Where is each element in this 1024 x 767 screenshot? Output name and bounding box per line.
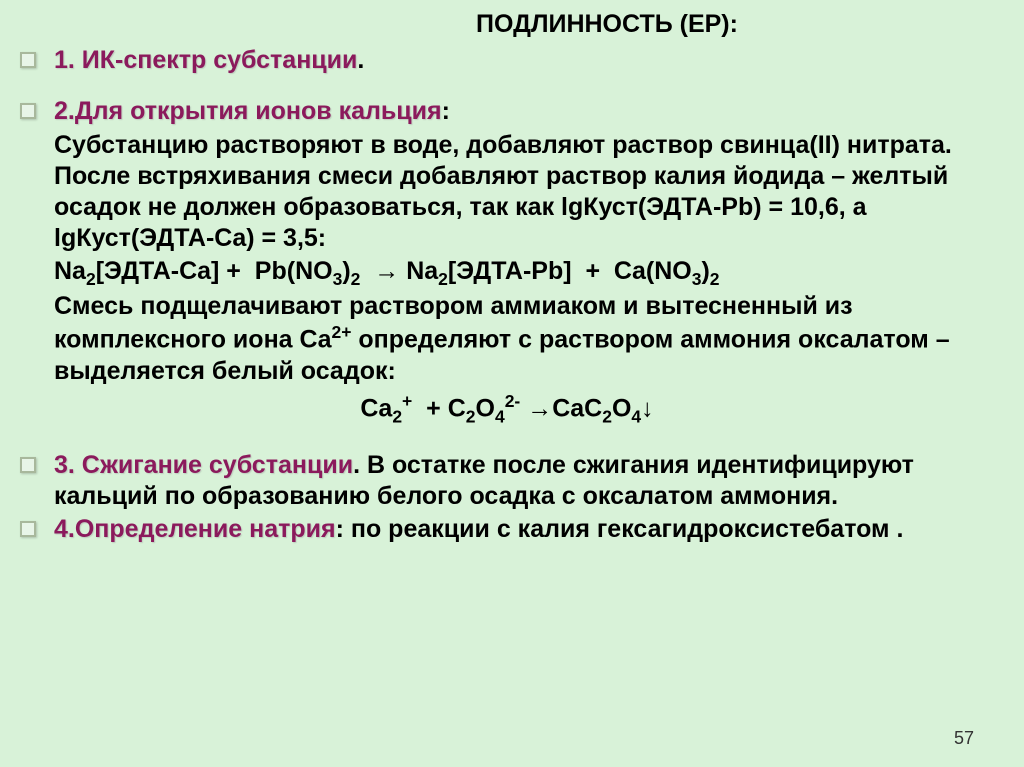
item1-heading: 1. ИК-спектр субстанции: [54, 46, 357, 74]
item2-para1: Субстанцию растворяют в воде, добавляют …: [54, 130, 994, 255]
list-item-1: 1. ИК-спектр субстанции.: [20, 45, 994, 76]
page-number: 57: [954, 728, 974, 749]
item2-para2: Смесь подщелачивают раствором аммиаком и…: [54, 291, 994, 387]
bullet-icon: [20, 103, 36, 119]
list-item-2: 2.Для открытия ионов кальция:: [20, 96, 994, 127]
bullet-icon: [20, 521, 36, 537]
list-item-4: 4.Определение натрия: по реакции с калия…: [20, 514, 994, 545]
bullet-icon: [20, 457, 36, 473]
item3-heading: 3. Сжигание субстанции: [54, 451, 353, 479]
item2-equation2: Ca2+ + C2O42- →CaC2O4↓: [20, 391, 994, 427]
item4-tail: по реакции с калия гексагидроксистебатом…: [344, 515, 904, 543]
bullet-icon: [20, 52, 36, 68]
item1-suffix: .: [357, 46, 364, 74]
item3-suffix: .: [353, 451, 360, 479]
list-item-3: 3. Сжигание субстанции. В остатке после …: [20, 450, 994, 513]
page-title: ПОДЛИННОСТЬ (ЕР):: [220, 10, 994, 39]
item4-heading: 4.Определение натрия: [54, 515, 336, 543]
item2-heading: 2.Для открытия ионов кальция: [54, 97, 442, 125]
item2-suffix: :: [442, 97, 450, 125]
item4-suffix: :: [336, 515, 344, 543]
item2-equation1: Na2[ЭДТА-Ca] + Pb(NO3)2 → Na2[ЭДТА-Pb] +…: [54, 255, 994, 292]
